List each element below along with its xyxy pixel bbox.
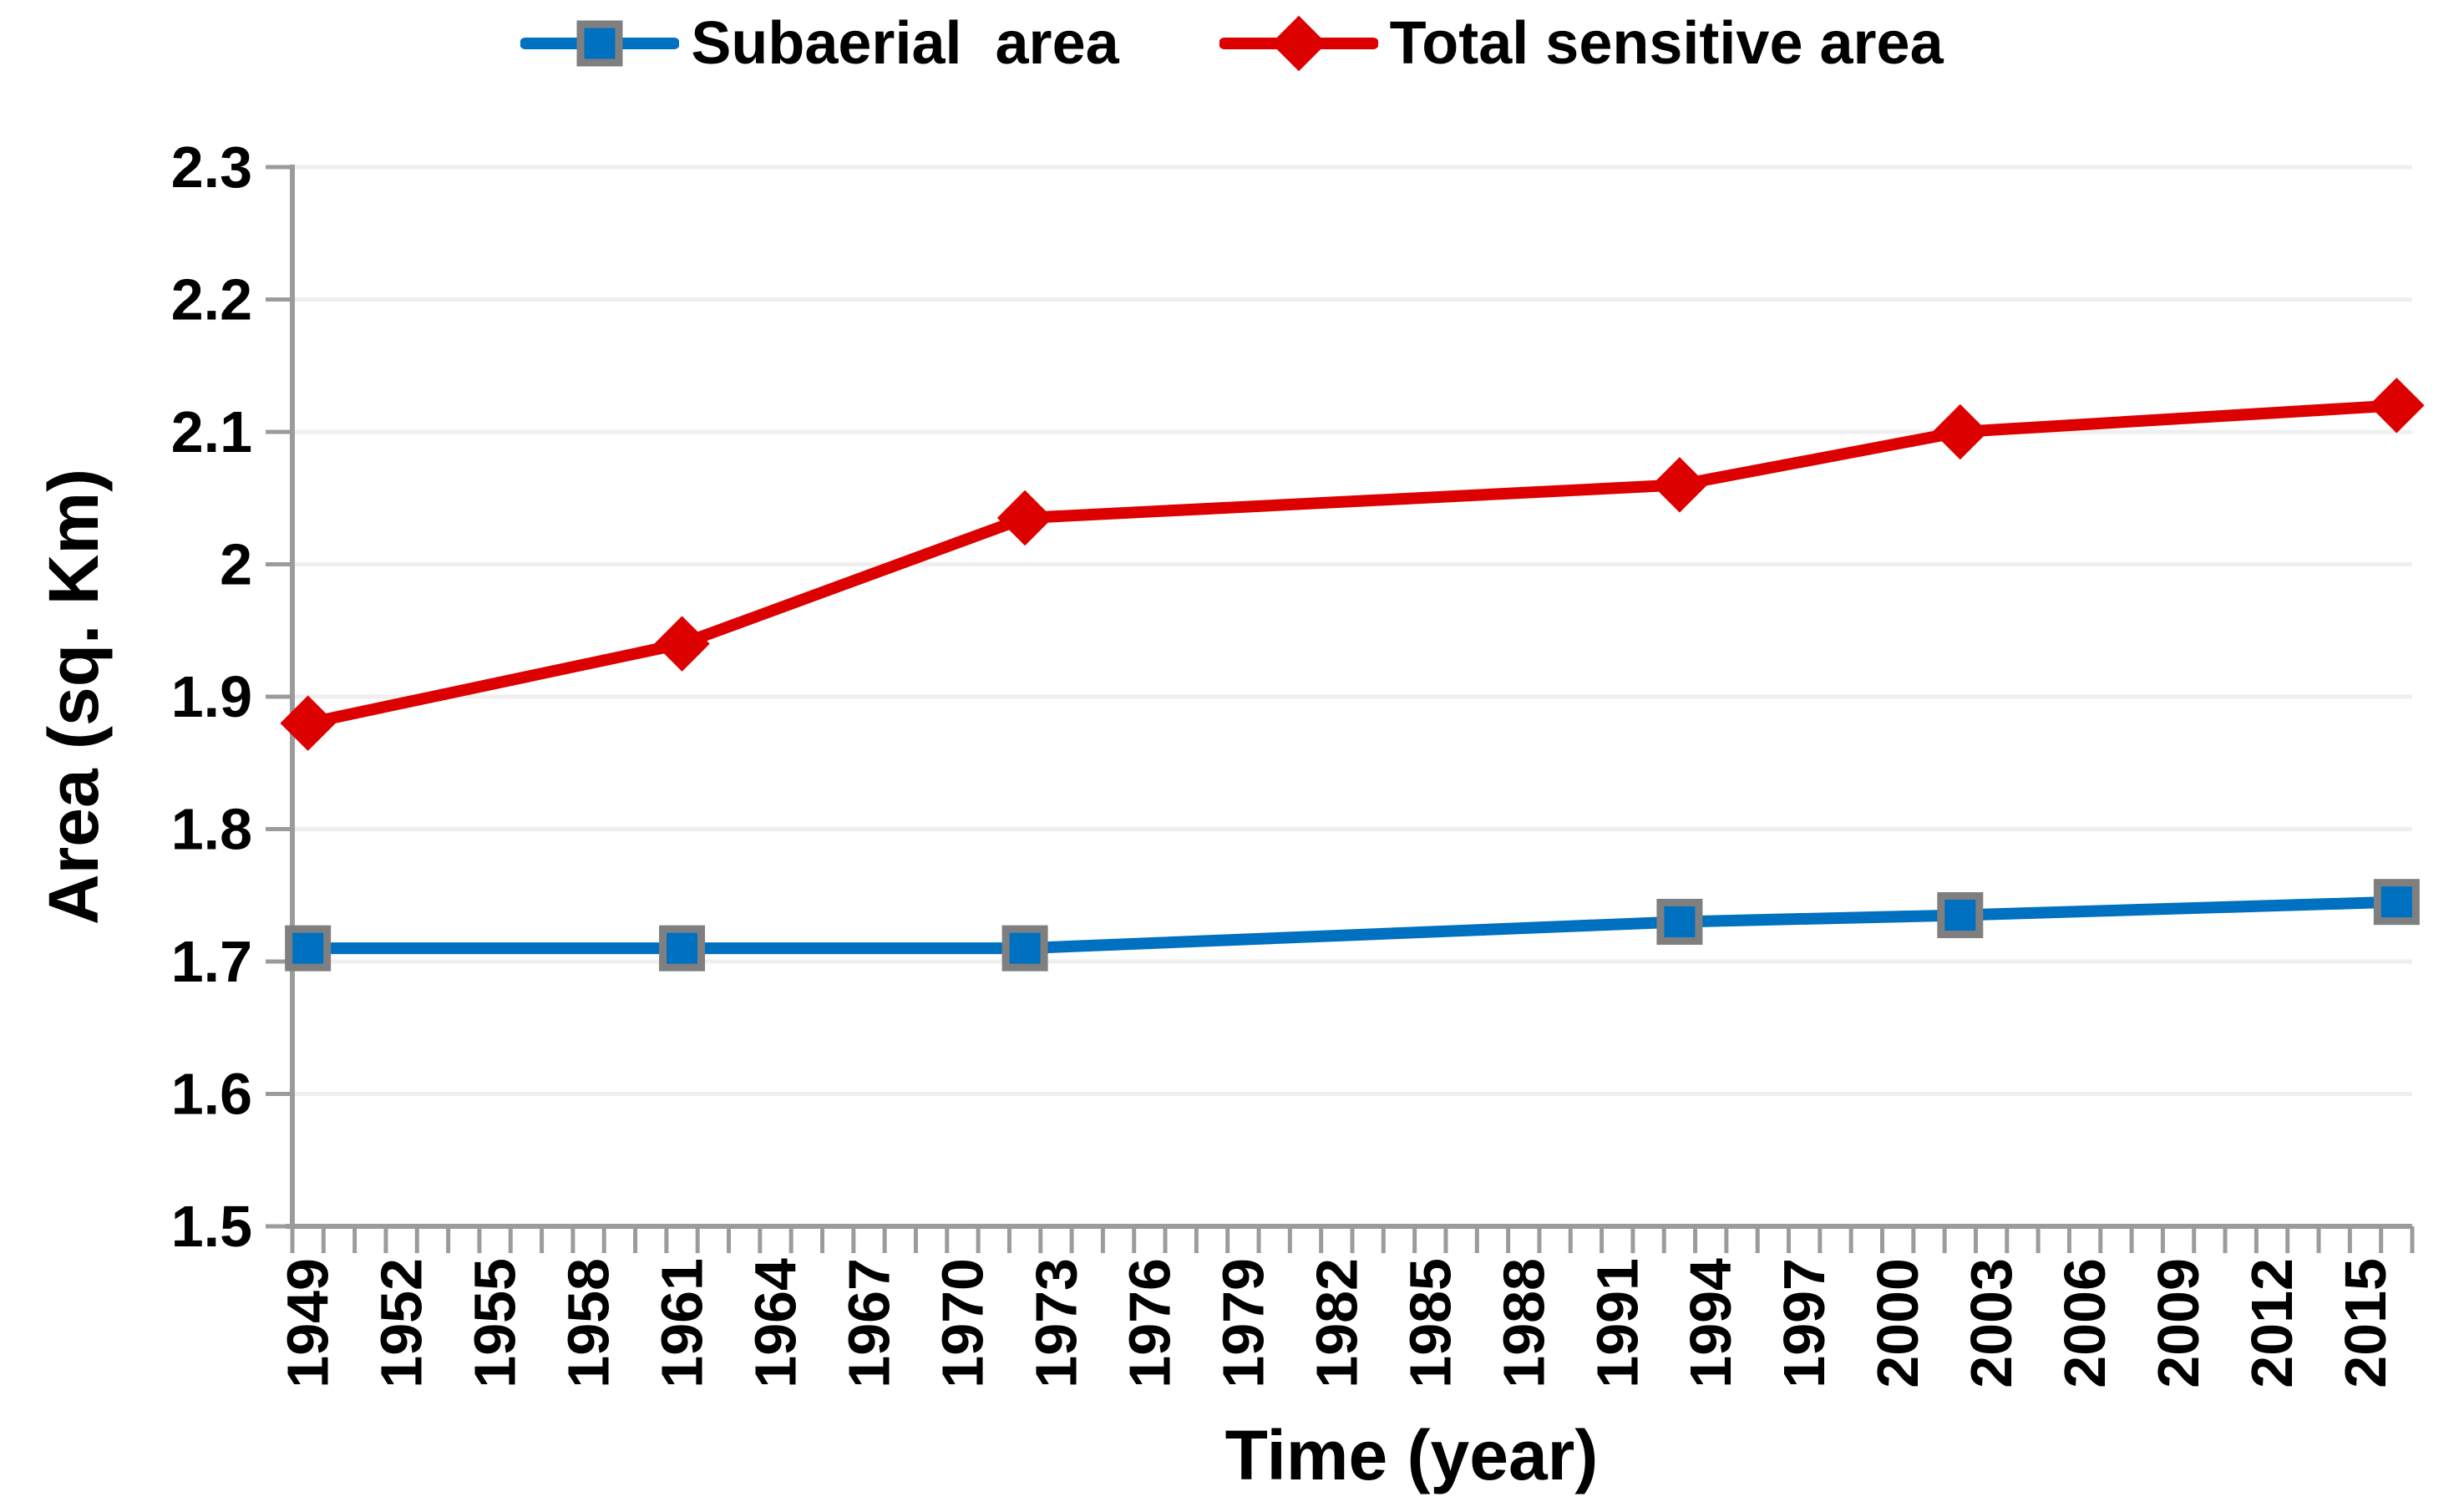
legend-swatch-blue-square-icon xyxy=(520,20,680,67)
x-tick-label-2015: 2015 xyxy=(2333,1258,2398,1388)
data-point-marker-diamond xyxy=(280,695,336,751)
x-tick-label-2000: 2000 xyxy=(1865,1258,1930,1388)
y-tick-label: 1.5 xyxy=(171,1194,252,1259)
legend-swatch-red-diamond-icon xyxy=(1219,15,1378,72)
y-tick-label: 1.6 xyxy=(171,1062,252,1127)
x-axis-title: Time (year) xyxy=(1224,1416,1599,1494)
data-point-marker-diamond xyxy=(2369,378,2425,434)
y-tick-label: 1.9 xyxy=(171,664,252,729)
x-tick-label-1979: 1979 xyxy=(1210,1258,1275,1388)
x-tick-label-2006: 2006 xyxy=(2052,1258,2117,1388)
x-tick-label-1997: 1997 xyxy=(1772,1258,1837,1388)
x-tick-label-1952: 1952 xyxy=(369,1258,434,1388)
x-tick-label-1958: 1958 xyxy=(556,1258,621,1388)
x-tick-label-1985: 1985 xyxy=(1397,1258,1463,1388)
x-tick-label-2009: 2009 xyxy=(2146,1258,2211,1388)
x-tick-label-1967: 1967 xyxy=(836,1258,901,1388)
x-tick-label-1955: 1955 xyxy=(463,1258,528,1388)
data-point-marker-square xyxy=(1001,925,1048,972)
y-tick-label: 1.7 xyxy=(171,929,252,994)
data-point-marker-square xyxy=(285,925,332,972)
x-tick-label-1976: 1976 xyxy=(1117,1258,1182,1388)
x-tick-label-1991: 1991 xyxy=(1584,1258,1650,1388)
data-point-marker-diamond xyxy=(654,616,710,672)
x-tick-label-2012: 2012 xyxy=(2239,1258,2304,1388)
series-line-1 xyxy=(302,399,2403,729)
y-tick-label: 2.2 xyxy=(171,267,252,332)
data-point-marker-diamond xyxy=(1270,15,1326,72)
y-tick-label: 2.1 xyxy=(171,399,252,464)
data-point-marker-square xyxy=(2373,879,2420,926)
y-tick-label: 2.3 xyxy=(171,134,252,200)
x-tick-label-1988: 1988 xyxy=(1491,1258,1556,1388)
legend-label-subaerial-area: Subaerial area xyxy=(691,10,1119,77)
data-point-marker-diamond xyxy=(996,490,1053,546)
x-tick-label-1949: 1949 xyxy=(276,1258,341,1388)
data-point-marker-square xyxy=(1937,892,1984,939)
legend-item-total-sensitive-area: Total sensitive area xyxy=(1219,8,1944,79)
legend-label-total-sensitive-area: Total sensitive area xyxy=(1389,10,1944,77)
y-axis-title: Area (sq. Km) xyxy=(34,468,113,926)
x-tick-label-1973: 1973 xyxy=(1023,1258,1088,1388)
data-point-marker-square xyxy=(576,20,623,67)
legend-item-subaerial-area: Subaerial area xyxy=(520,8,1119,79)
x-tick-label-1964: 1964 xyxy=(743,1258,809,1388)
data-point-marker-square xyxy=(659,925,706,972)
data-point-marker-diamond xyxy=(1651,457,1708,513)
x-tick-label-1961: 1961 xyxy=(650,1258,715,1388)
y-tick-label: 1.8 xyxy=(171,797,252,862)
series-line-0 xyxy=(302,896,2403,955)
x-tick-label-1970: 1970 xyxy=(930,1258,995,1388)
data-point-marker-square xyxy=(1656,898,1703,945)
legend: Subaerial area Total sensitive area xyxy=(0,8,2464,79)
x-tick-label-1982: 1982 xyxy=(1304,1258,1369,1388)
x-tick-label-1994: 1994 xyxy=(1678,1258,1743,1388)
data-point-marker-diamond xyxy=(1932,403,1989,460)
y-tick-label: 2 xyxy=(220,532,252,597)
x-tick-label-2003: 2003 xyxy=(1959,1258,2024,1388)
